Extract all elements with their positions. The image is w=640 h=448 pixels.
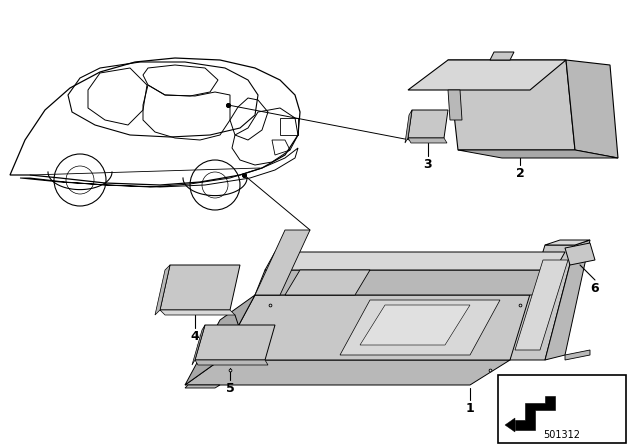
Polygon shape xyxy=(160,265,240,310)
Polygon shape xyxy=(565,350,590,360)
Text: 6: 6 xyxy=(591,282,599,295)
Polygon shape xyxy=(515,396,555,430)
Polygon shape xyxy=(515,260,568,350)
Polygon shape xyxy=(408,110,448,138)
Polygon shape xyxy=(566,60,618,158)
Polygon shape xyxy=(545,240,590,360)
Polygon shape xyxy=(408,60,566,90)
Polygon shape xyxy=(155,265,170,315)
Polygon shape xyxy=(195,360,268,365)
Text: 1: 1 xyxy=(466,402,474,415)
Polygon shape xyxy=(408,138,447,143)
Polygon shape xyxy=(185,385,220,388)
Polygon shape xyxy=(545,240,590,245)
Polygon shape xyxy=(448,90,462,120)
Polygon shape xyxy=(510,245,575,360)
Polygon shape xyxy=(340,300,500,355)
Text: 5: 5 xyxy=(226,382,234,395)
Polygon shape xyxy=(255,270,555,295)
Text: 501312: 501312 xyxy=(543,430,580,440)
Text: 2: 2 xyxy=(516,167,524,180)
Text: 4: 4 xyxy=(191,330,200,343)
Polygon shape xyxy=(448,60,575,150)
Polygon shape xyxy=(565,243,595,265)
Polygon shape xyxy=(285,270,370,295)
Polygon shape xyxy=(185,360,510,385)
Bar xyxy=(498,375,626,443)
Polygon shape xyxy=(360,305,470,345)
Polygon shape xyxy=(220,295,545,360)
Polygon shape xyxy=(505,418,515,432)
Polygon shape xyxy=(458,150,618,158)
Polygon shape xyxy=(185,295,255,385)
Polygon shape xyxy=(160,310,235,315)
Polygon shape xyxy=(490,52,514,60)
Polygon shape xyxy=(405,110,412,143)
Polygon shape xyxy=(195,325,275,360)
Text: 3: 3 xyxy=(424,158,432,171)
Polygon shape xyxy=(192,325,205,365)
Polygon shape xyxy=(265,252,565,270)
Polygon shape xyxy=(255,230,310,295)
